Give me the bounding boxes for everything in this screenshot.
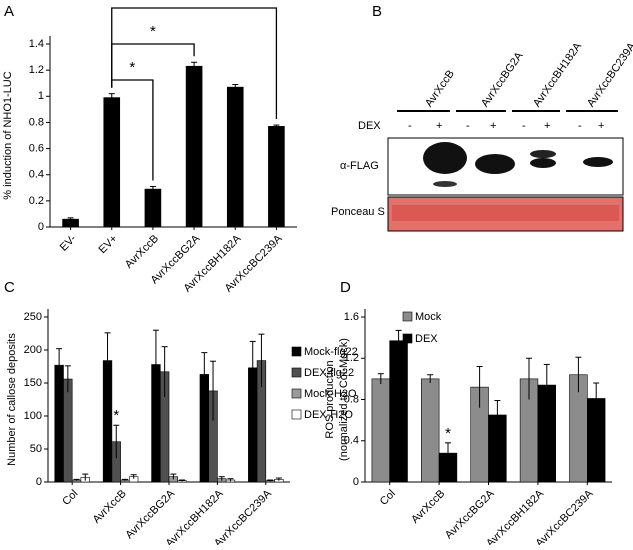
bar [103,97,121,228]
significance-star: * [129,59,135,76]
lane-label: AvrXccBH182A [531,40,585,109]
significance-star: * [445,425,451,442]
x-tick-label: Col [378,488,398,508]
band [583,157,613,167]
y-tick-label: 0.8 [344,393,359,405]
significance-star: * [113,407,119,424]
x-tick-label: AvrXccB [91,488,129,526]
dex-label: DEX [358,120,381,132]
y-tick-label: 0.4 [344,435,359,447]
y-tick-label: 200 [24,344,42,356]
loading-label: Ponceau S [331,206,385,218]
bracket [111,7,278,120]
band [475,154,515,174]
x-tick-label: AvrXccB [409,488,447,526]
plus: + [544,120,550,132]
bar [63,378,73,483]
legend-label: DEX-flg22 [304,367,354,379]
minus: - [466,120,470,132]
x-tick-label: AvrXccB [123,233,161,271]
y-tick-label: 1 [38,90,44,102]
band [530,158,556,168]
minus: - [578,120,582,132]
legend-label: Mock [415,311,442,323]
legend-swatch [291,388,302,399]
band [433,181,457,187]
legend-swatch [402,333,413,344]
y-tick-label: 0.8 [29,116,44,128]
y-tick-label: 1.4 [29,38,44,50]
lane-label: AvrXccBC239A [585,40,633,109]
significance-star: * [150,23,156,40]
significance-star: * [191,0,197,4]
y-tick-label: 0.6 [29,142,44,154]
plus: + [436,120,442,132]
y-axis-label: Number of callose deposits [6,333,18,466]
band [530,150,556,158]
y-axis-label: (normalized to Col-Mock) [338,338,350,461]
x-tick-label: Col [60,488,80,508]
y-tick-label: 100 [24,410,42,422]
antibody-label: α-FLAG [340,160,379,172]
legend-label: DEX-H2O [304,409,353,421]
bar [144,188,162,228]
y-tick-label: 0 [38,221,44,233]
plus: + [490,120,496,132]
panel-letter: C [4,279,15,296]
band [423,142,467,174]
bar [54,364,64,483]
x-tick-label: EV- [58,232,79,253]
legend-label: Mock-H2O [304,388,357,400]
minus: - [408,120,412,132]
y-tick-label: 0 [353,476,359,488]
y-tick-label: 1.6 [344,311,359,323]
y-axis-label: % induction of NHO1-LUC [2,71,14,199]
y-axis-label: ROS production [324,360,336,438]
legend-swatch [291,367,302,378]
panel-letter: A [4,3,14,20]
x-tick-label: EV+ [97,233,120,256]
legend-label: DEX [415,333,438,345]
legend-swatch [291,346,302,357]
minus: - [522,120,526,132]
x-tick-label: AvrXccBG2A [123,487,177,541]
legend-swatch [402,311,413,322]
plus: + [598,120,604,132]
y-tick-label: 50 [30,443,42,455]
bar [268,126,285,228]
y-tick-label: 1.2 [29,64,44,76]
legend-label: Mock-flg22 [304,346,358,358]
bar [185,65,203,228]
lane-label: AvrXccBG2A [479,50,526,110]
bar [371,378,390,483]
bar [389,340,408,483]
x-tick-label: AvrXccBG2A [443,487,497,541]
y-tick-label: 1.2 [344,352,359,364]
y-tick-label: 0 [36,476,42,488]
panel-letter: B [372,3,382,20]
legend-swatch [291,409,302,420]
blot-lanes: AvrXccB AvrXccBG2A AvrXccBH182A AvrXccBC… [358,40,633,132]
y-tick-label: 250 [24,311,42,323]
ponceau-band [392,205,619,221]
bar [226,86,244,228]
y-tick-label: 0.2 [29,195,44,207]
panel-letter: D [340,279,351,296]
y-tick-label: 0.4 [29,169,44,181]
y-tick-label: 150 [24,377,42,389]
bar [421,378,440,483]
lane-label: AvrXccB [423,68,457,109]
